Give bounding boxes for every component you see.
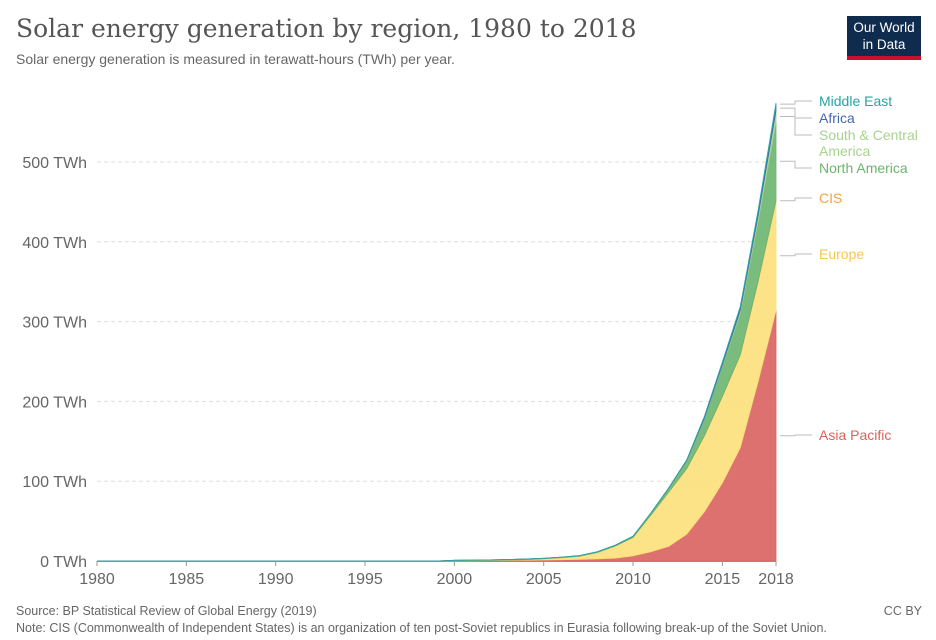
x-tick-label: 2000 bbox=[437, 571, 473, 588]
x-tick-label: 1985 bbox=[169, 571, 205, 588]
y-tick-label: 500 TWh bbox=[22, 155, 87, 172]
x-tick-label: 2018 bbox=[758, 571, 794, 588]
label-connector bbox=[780, 434, 812, 437]
chart-title: Solar energy generation by region, 1980 … bbox=[16, 14, 637, 43]
series-label: South & Central bbox=[819, 127, 918, 143]
series-label: CIS bbox=[819, 190, 842, 206]
series-label: Middle East bbox=[819, 93, 892, 109]
series-label: Asia Pacific bbox=[819, 427, 891, 443]
y-tick-label: 400 TWh bbox=[22, 235, 87, 252]
label-connector bbox=[780, 253, 812, 257]
y-tick-label: 0 TWh bbox=[40, 554, 87, 571]
x-tick-label: 2005 bbox=[526, 571, 562, 588]
x-tick-label: 2010 bbox=[615, 571, 651, 588]
footnote: Note: CIS (Commonwealth of Independent S… bbox=[16, 621, 827, 635]
license-link[interactable]: CC BY bbox=[883, 604, 922, 618]
series-label: America bbox=[819, 143, 871, 159]
series-label: North America bbox=[819, 160, 908, 176]
x-tick-label: 1990 bbox=[258, 571, 294, 588]
area-europe bbox=[97, 201, 777, 562]
y-tick-label: 300 TWh bbox=[22, 315, 87, 332]
chart-subtitle: Solar energy generation is measured in t… bbox=[16, 51, 455, 67]
series-label: Africa bbox=[819, 110, 855, 126]
series-label: Europe bbox=[819, 246, 864, 262]
label-connector bbox=[780, 116, 812, 136]
label-connector bbox=[780, 100, 812, 105]
label-connector bbox=[780, 107, 812, 119]
label-connector bbox=[780, 160, 812, 169]
x-tick-label: 1980 bbox=[79, 571, 115, 588]
y-tick-label: 200 TWh bbox=[22, 394, 87, 411]
x-tick-label: 2015 bbox=[705, 571, 741, 588]
y-tick-label: 100 TWh bbox=[22, 474, 87, 491]
source-note: Source: BP Statistical Review of Global … bbox=[16, 604, 317, 618]
area-middle-east bbox=[97, 102, 777, 562]
x-tick-label: 1995 bbox=[347, 571, 383, 588]
label-connector bbox=[780, 197, 812, 202]
owid-logo[interactable]: Our World in Data bbox=[847, 16, 921, 60]
